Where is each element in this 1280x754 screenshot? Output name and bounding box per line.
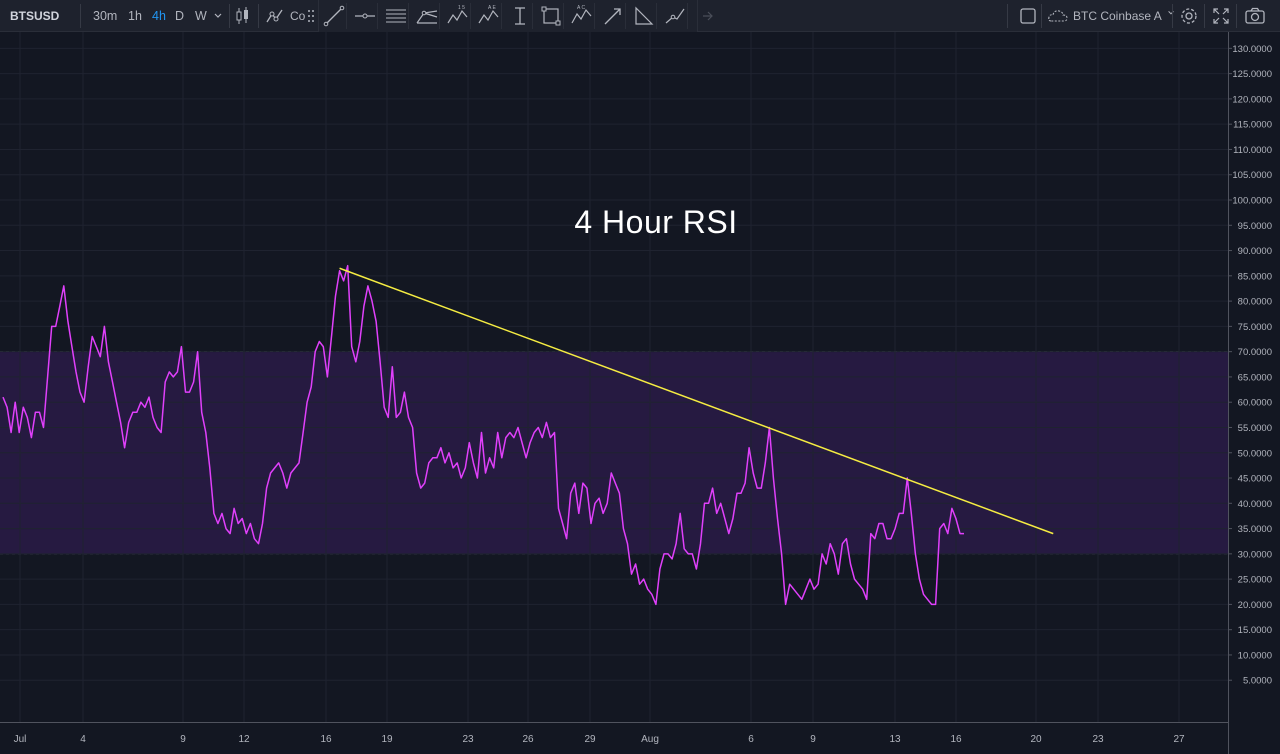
checkbox-icon[interactable] [1016, 4, 1040, 28]
symbol-search[interactable]: BTSUSD [10, 9, 60, 23]
parallel-channel-icon[interactable] [383, 3, 409, 29]
y-tick-label: 115.0000 [1233, 120, 1272, 131]
x-tick-label: 23 [1092, 734, 1104, 745]
x-tick-label: 6 [748, 734, 754, 745]
x-tick-label: 13 [889, 734, 901, 745]
y-tick-label: 10.0000 [1238, 650, 1272, 661]
toolbar-divider [258, 4, 259, 28]
y-tick-label: 50.0000 [1238, 448, 1272, 459]
compare-button[interactable]: Co [290, 9, 306, 23]
y-tick-label: 95.0000 [1238, 221, 1272, 232]
drag-handle-icon[interactable] [307, 8, 315, 24]
x-tick-label: 4 [80, 734, 86, 745]
x-tick-label: 26 [522, 734, 534, 745]
path-icon[interactable] [662, 3, 688, 29]
chevron-down-icon[interactable] [213, 1, 223, 33]
y-tick-label: 15.0000 [1238, 625, 1272, 636]
pitchfork-icon[interactable] [414, 3, 440, 29]
timeframe-w[interactable]: W [195, 9, 207, 23]
x-tick-label: 16 [320, 734, 332, 745]
arrow-icon[interactable] [600, 3, 626, 29]
y-tick-label: 90.0000 [1238, 246, 1272, 257]
triangle-icon[interactable] [631, 3, 657, 29]
x-tick-label: 29 [584, 734, 596, 745]
y-tick-label: 5.0000 [1243, 676, 1272, 687]
timeframe-30m[interactable]: 30m [93, 9, 118, 23]
x-tick-label: Jul [14, 734, 27, 745]
chart-area[interactable]: 13 5.0000 130.0000 125.0000 120.0000 115.0000… [0, 32, 1280, 754]
y-tick-label: 20.0000 [1238, 600, 1272, 611]
timeframe-d[interactable]: D [175, 9, 185, 23]
toolbar-divider [1236, 4, 1237, 28]
x-tick-label: 9 [180, 734, 186, 745]
timeframe-4h[interactable]: 4h [152, 9, 166, 23]
abcd-pattern-icon[interactable]: A E [476, 3, 502, 29]
y-tick-label: 40.0000 [1238, 499, 1272, 510]
x-tick-label: Aug [641, 734, 659, 745]
x-tick-label: 9 [810, 734, 816, 745]
y-tick-label: 110.0000 [1233, 145, 1272, 156]
toolbar-divider [80, 4, 81, 28]
top-toolbar: BTSUSD 30m 1h 4h D W Co 1 5 A E A C B [0, 0, 1280, 32]
chart-title: 4 Hour RSI [574, 204, 738, 240]
toolbar-divider [1041, 4, 1042, 28]
toolbar-divider [1007, 4, 1008, 28]
drawing-toolbar: 1 5 A E A C [308, 0, 698, 32]
x-tick-label: 12 [238, 734, 250, 745]
y-tick-label: 130.0000 [1232, 44, 1272, 55]
camera-icon[interactable] [1243, 4, 1267, 28]
fullscreen-icon[interactable] [1209, 4, 1233, 28]
y-tick-label: 80.0000 [1238, 297, 1272, 308]
y-tick-label: 25.0000 [1238, 575, 1272, 586]
settings-gear-icon[interactable] [1177, 4, 1201, 28]
y-tick-label: 55.0000 [1238, 423, 1272, 434]
trend-line-icon[interactable] [321, 3, 347, 29]
x-tick-label: 27 [1173, 734, 1185, 745]
cloud-icon[interactable] [1046, 4, 1070, 28]
svg-text:A E: A E [488, 5, 496, 11]
rectangle-icon[interactable] [538, 3, 564, 29]
toolbar-divider [1172, 4, 1173, 28]
candles-icon[interactable] [235, 4, 251, 36]
elliott-wave-icon[interactable]: A C [569, 3, 595, 29]
x-tick-label: 20 [1030, 734, 1042, 745]
trend-line [339, 267, 1054, 535]
y-tick-label: 75.0000 [1238, 322, 1272, 333]
y-tick-label: 100.0000 [1232, 196, 1272, 207]
y-tick-label: 35.0000 [1238, 524, 1272, 535]
x-tick-label: 19 [381, 734, 393, 745]
x-tick-label: 23 [462, 734, 474, 745]
y-tick-label: 30.0000 [1238, 549, 1272, 560]
horizontal-line-icon[interactable] [352, 3, 378, 29]
svg-text:1 5: 1 5 [458, 5, 465, 11]
y-tick-label: 65.0000 [1238, 372, 1272, 383]
rsi-series-line [2, 264, 964, 606]
text-cursor-icon[interactable] [507, 3, 533, 29]
compare-icon[interactable] [265, 4, 285, 36]
toolbar-divider [1204, 4, 1205, 28]
y-tick-label: 85.0000 [1238, 271, 1272, 282]
y-tick-label: 45.0000 [1238, 474, 1272, 485]
toolbar-divider [229, 4, 230, 28]
xabcd-pattern-icon[interactable]: 1 5 [445, 3, 471, 29]
forward-arrow-icon[interactable] [701, 4, 715, 36]
y-tick-label: 70.0000 [1238, 347, 1272, 358]
y-tick-label: 120.0000 [1232, 94, 1272, 105]
y-tick-label: 125.0000 [1232, 69, 1272, 80]
y-tick-label: 105.0000 [1232, 170, 1272, 181]
x-tick-label: 16 [950, 734, 962, 745]
y-tick-label: 60.0000 [1238, 398, 1272, 409]
svg-text:A C: A C [577, 5, 585, 11]
compare-symbol-label[interactable]: BTC Coinbase A [1073, 9, 1162, 23]
rsi-chart[interactable]: 13 5.0000 130.0000 125.0000 120.0000 115.0000… [0, 32, 1280, 754]
timeframe-1h[interactable]: 1h [128, 9, 142, 23]
